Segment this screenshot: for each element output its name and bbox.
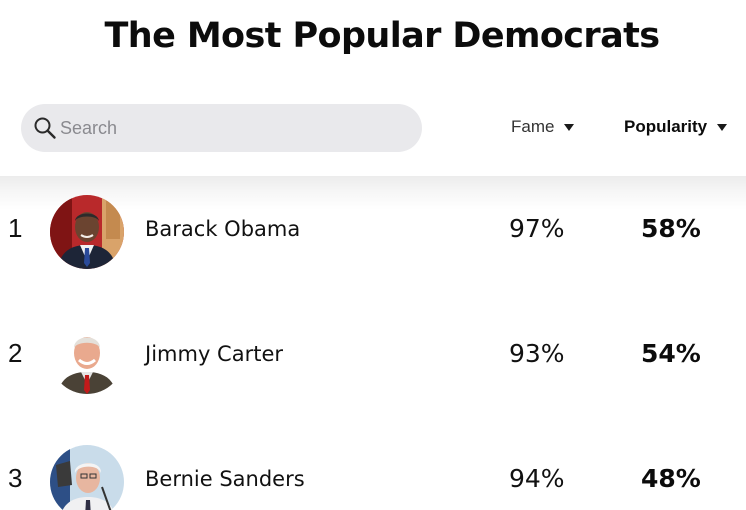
search-input[interactable]	[60, 117, 380, 139]
person-name-link[interactable]: Jimmy Carter	[145, 342, 283, 366]
sort-fame-label: Fame	[511, 117, 555, 136]
rank-number: 2	[8, 338, 23, 368]
avatar[interactable]	[50, 320, 124, 394]
rank-number: 3	[8, 463, 23, 493]
caret-down-icon	[717, 124, 728, 131]
avatar[interactable]	[50, 445, 124, 510]
list-item[interactable]: 2 Jimmy Carter 93% 54%	[0, 318, 746, 398]
sort-fame-dropdown[interactable]: Fame	[511, 115, 575, 139]
fame-value: 93%	[509, 339, 565, 368]
popularity-value: 54%	[641, 339, 701, 368]
person-name-link[interactable]: Bernie Sanders	[145, 467, 305, 491]
sort-popularity-label: Popularity	[624, 117, 708, 136]
sort-popularity-dropdown[interactable]: Popularity	[624, 115, 728, 139]
caret-down-icon	[564, 124, 575, 131]
page-title: The Most Popular Democrats	[104, 16, 661, 56]
list-item[interactable]: 1 Barack Obama 97% 58%	[0, 193, 746, 273]
list-header-divider	[0, 176, 746, 210]
popularity-value: 48%	[641, 464, 701, 493]
avatar[interactable]	[50, 195, 124, 269]
rank-number: 1	[8, 213, 23, 243]
popularity-value: 58%	[641, 214, 701, 243]
person-name-link[interactable]: Barack Obama	[145, 217, 301, 241]
search-bar[interactable]	[21, 104, 422, 152]
list-item[interactable]: 3 Bernie Sanders 94% 48%	[0, 443, 746, 510]
fame-value: 94%	[509, 464, 565, 493]
fame-value: 97%	[509, 214, 565, 243]
search-icon[interactable]	[32, 115, 58, 141]
